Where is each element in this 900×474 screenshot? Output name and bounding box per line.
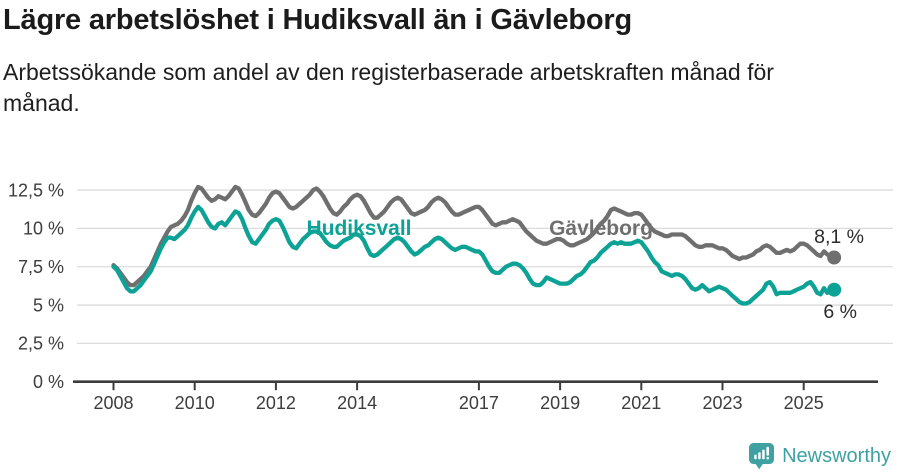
bar-large xyxy=(762,449,765,460)
bar-small xyxy=(754,454,757,460)
x-axis-label-2008: 2008 xyxy=(93,393,133,413)
series-line-gävleborg xyxy=(111,184,837,288)
x-axis-label-2025: 2025 xyxy=(784,393,824,413)
chart-title: Lägre arbetslöshet i Hudiksvall än i Gäv… xyxy=(3,4,632,36)
chart-subtitle: Arbetssökande som andel av den registerb… xyxy=(3,57,893,118)
end-value-label-gävleborg: 8,1 % xyxy=(814,226,864,248)
y-axis-label-10: 10 % xyxy=(23,219,64,239)
chart-subtitle-line-2: månad. xyxy=(3,89,80,116)
exclamation-stem xyxy=(766,446,770,456)
bar-medium xyxy=(758,452,761,460)
series-line-hudiksvall xyxy=(111,204,837,306)
x-axis-label-2021: 2021 xyxy=(621,393,661,413)
chart-subtitle-line-1: Arbetssökande som andel av den registerb… xyxy=(3,59,774,86)
y-axis-label-0: 0 % xyxy=(33,372,64,392)
x-axis-label-2019: 2019 xyxy=(540,393,580,413)
x-axis-label-2014: 2014 xyxy=(337,393,377,413)
x-axis-label-2017: 2017 xyxy=(459,393,499,413)
newsworthy-logo-icon xyxy=(749,443,775,470)
series-label-hudiksvall: Hudiksvall xyxy=(306,217,411,240)
exclamation-dot xyxy=(766,456,770,460)
y-axis-label-12.5: 12,5 % xyxy=(8,180,64,200)
x-axis-label-2023: 2023 xyxy=(702,393,742,413)
end-dot-hudiksvall xyxy=(827,282,842,297)
newsworthy-wordmark: Newsworthy xyxy=(782,445,891,467)
speech-bubble-shape xyxy=(749,443,775,470)
y-axis-label-2.5: 2,5 % xyxy=(18,334,64,354)
newsworthy-attribution: Newsworthy xyxy=(748,442,891,471)
x-axis-label-2010: 2010 xyxy=(175,393,215,413)
chart-header: Lägre arbetslöshet i Hudiksvall än i Gäv… xyxy=(3,4,893,118)
end-dot-gävleborg xyxy=(827,250,842,265)
y-axis-label-5: 5 % xyxy=(33,295,64,315)
series-label-gävleborg: Gävleborg xyxy=(549,217,653,240)
end-value-label-hudiksvall: 6 % xyxy=(823,301,857,323)
y-axis-label-7.5: 7,5 % xyxy=(18,257,64,277)
x-axis-label-2012: 2012 xyxy=(256,393,296,413)
